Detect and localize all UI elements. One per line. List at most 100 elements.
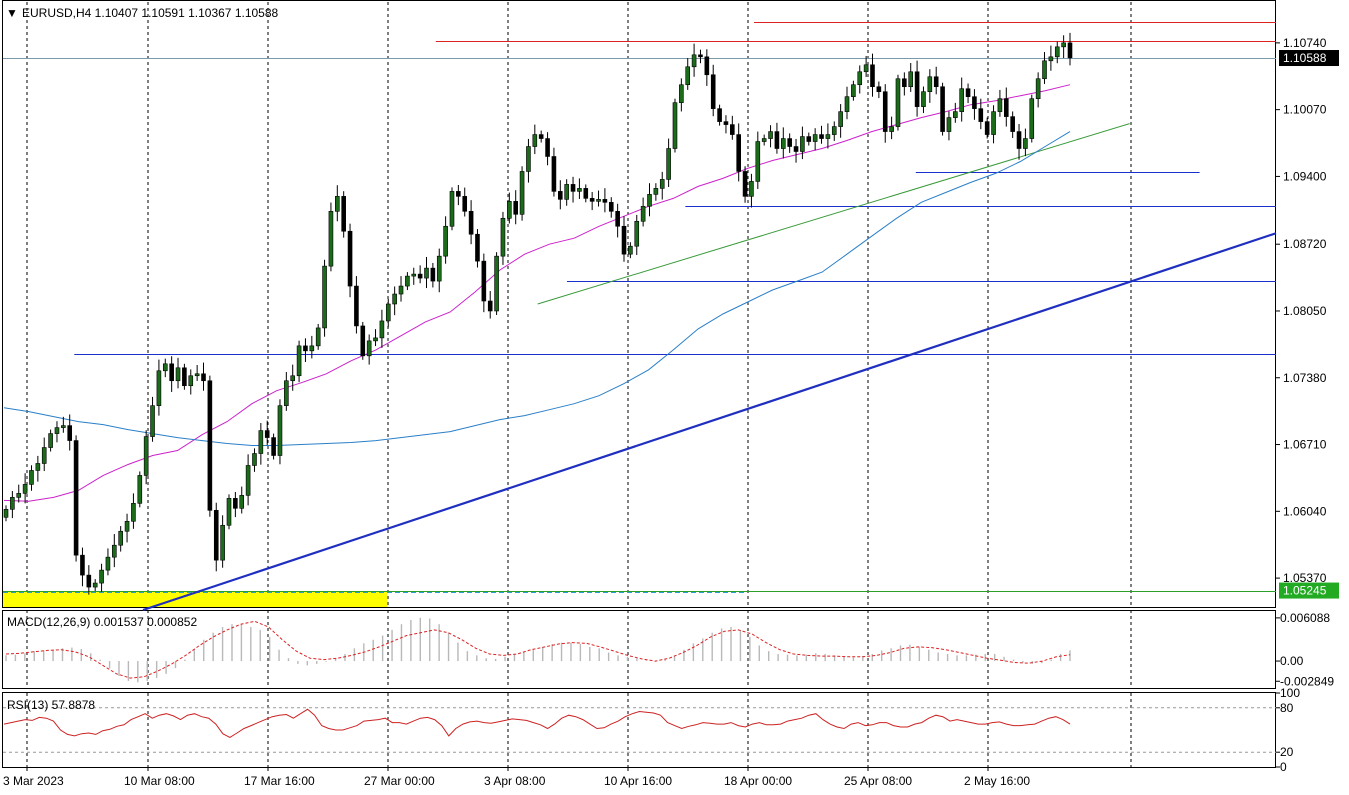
candle-body	[475, 233, 480, 262]
candle-body	[124, 520, 130, 532]
candle-body	[1029, 98, 1035, 139]
candle	[596, 190, 601, 207]
candle-body	[583, 188, 589, 199]
candle	[615, 203, 620, 238]
candle-body	[290, 375, 296, 382]
candle	[16, 484, 22, 503]
candle-body	[335, 196, 340, 212]
candle-body	[513, 201, 519, 215]
price-tick-label: 1.10740	[1283, 36, 1327, 50]
candle	[131, 493, 136, 529]
candle-body	[169, 363, 174, 382]
candle	[519, 166, 525, 221]
candle	[997, 89, 1003, 117]
candle-body	[1016, 131, 1022, 149]
main-panel-frame	[2, 0, 1276, 608]
candle-body	[16, 493, 22, 498]
macd-indicator: 0.006088 0.00 -0.002849	[5, 611, 1334, 688]
candle	[691, 43, 697, 77]
candle	[385, 298, 391, 328]
symbol-arrow-icon[interactable]: ▼	[6, 6, 18, 20]
time-tick-label: 27 Mar 00:00	[364, 774, 435, 788]
candle	[226, 494, 232, 530]
candle-body	[73, 440, 79, 556]
candle-body	[29, 470, 34, 485]
rsi-tick-label: 0	[1280, 760, 1287, 774]
candle	[213, 502, 219, 572]
candle	[608, 197, 614, 218]
candle-body	[876, 86, 882, 93]
candle	[481, 253, 487, 313]
time-axis: 3 Mar 2023 10 Mar 08:00 17 Mar 16:00 27 Mar…	[3, 767, 1030, 788]
candle-body	[182, 367, 187, 387]
candle	[67, 414, 73, 451]
trendline-bold	[142, 232, 1277, 612]
candle	[494, 252, 499, 315]
candle	[86, 565, 92, 595]
candle	[341, 191, 346, 238]
candle-body	[672, 102, 678, 149]
candle-body	[698, 54, 703, 58]
candle-body	[787, 138, 792, 147]
candle	[99, 563, 104, 592]
candle	[392, 286, 397, 316]
candle	[252, 448, 257, 472]
candle-body	[1054, 46, 1060, 58]
rsi-line	[3, 708, 1071, 738]
candle-body	[156, 370, 162, 406]
trendline-green	[537, 123, 1130, 305]
candle	[978, 98, 984, 130]
candle	[768, 125, 773, 148]
candle-body	[685, 66, 691, 86]
macd-signal-line	[5, 620, 1071, 679]
candle-body	[723, 121, 729, 125]
rsi-tick-label: 100	[1280, 686, 1300, 700]
symbol-title: EURUSD,H4 1.10407 1.10591 1.10367 1.1058…	[22, 6, 279, 20]
candle-body	[647, 194, 652, 207]
candle-body	[691, 54, 697, 68]
candle	[54, 421, 60, 443]
price-badge-last	[1279, 50, 1339, 67]
candle-body	[933, 76, 939, 88]
candle-body	[48, 433, 53, 448]
candle-body	[940, 86, 945, 132]
candle-body	[3, 509, 9, 518]
candle-body	[35, 463, 41, 471]
candle-body	[271, 437, 276, 456]
candle	[1061, 35, 1066, 59]
candle-body	[277, 405, 283, 456]
candle-body	[105, 556, 111, 571]
candle	[634, 214, 640, 255]
candle	[863, 56, 869, 77]
candle-body	[755, 141, 761, 182]
candle-body	[303, 345, 308, 352]
candle-body	[857, 71, 863, 86]
price-tick-label: 1.05370	[1283, 571, 1327, 585]
candle-body	[730, 124, 735, 135]
candle	[953, 102, 958, 123]
candle	[628, 242, 633, 259]
ma-slow-line	[3, 131, 1071, 446]
candle	[761, 134, 767, 146]
candle	[347, 223, 353, 298]
candle-body	[577, 188, 582, 192]
candle	[551, 147, 557, 197]
candle	[1035, 72, 1041, 108]
candle-body	[328, 211, 334, 267]
trendlines[interactable]	[142, 123, 1277, 612]
candle	[1023, 128, 1028, 157]
candle	[264, 420, 270, 446]
candle	[659, 171, 665, 200]
candle-body	[921, 91, 926, 107]
candle	[443, 216, 448, 264]
candle-body	[61, 425, 66, 428]
candle	[61, 416, 66, 433]
candle	[105, 548, 111, 576]
price-tick-label: 1.07380	[1283, 371, 1327, 385]
candle-body	[844, 96, 850, 112]
candle	[411, 267, 417, 285]
horizontal-levels[interactable]	[3, 22, 1276, 592]
candle	[156, 359, 162, 416]
